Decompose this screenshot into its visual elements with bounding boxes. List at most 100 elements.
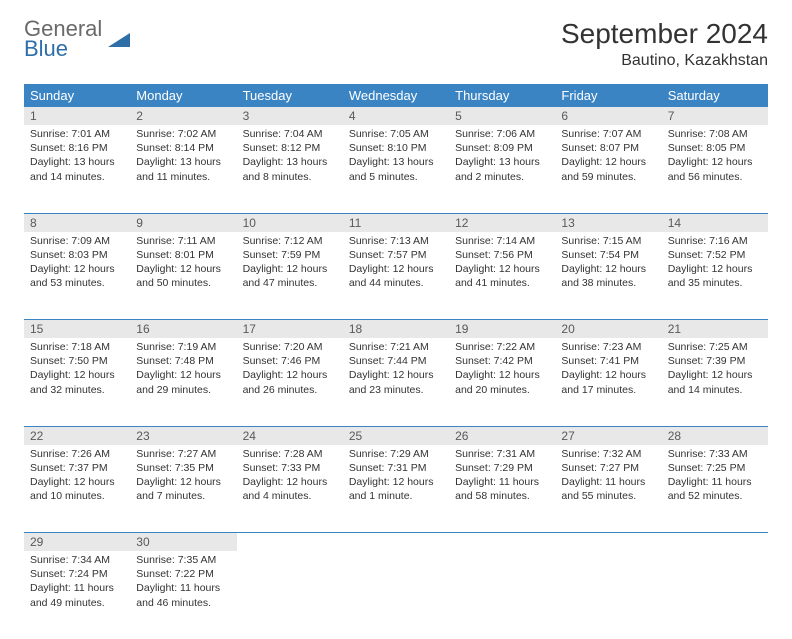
day-cell: Sunrise: 7:31 AMSunset: 7:29 PMDaylight:…	[449, 445, 555, 533]
day-number: 27	[555, 426, 661, 445]
day-line: and 26 minutes.	[243, 383, 337, 397]
day-line: Sunrise: 7:23 AM	[561, 340, 655, 354]
day-line: Daylight: 13 hours	[455, 155, 549, 169]
day-number: 15	[24, 320, 130, 339]
day-line: Sunrise: 7:13 AM	[349, 234, 443, 248]
brand-logo: General Blue	[24, 18, 130, 60]
day-line: Sunset: 8:12 PM	[243, 141, 337, 155]
day-cell: Sunrise: 7:29 AMSunset: 7:31 PMDaylight:…	[343, 445, 449, 533]
logo-blue: Blue	[24, 38, 102, 60]
day-number: 18	[343, 320, 449, 339]
day-line: Sunrise: 7:19 AM	[136, 340, 230, 354]
day-number: 25	[343, 426, 449, 445]
day-line: Sunrise: 7:02 AM	[136, 127, 230, 141]
day-line: Sunset: 8:01 PM	[136, 248, 230, 262]
day-line: Daylight: 12 hours	[455, 368, 549, 382]
content-row: Sunrise: 7:09 AMSunset: 8:03 PMDaylight:…	[24, 232, 768, 320]
day-cell: Sunrise: 7:19 AMSunset: 7:48 PMDaylight:…	[130, 338, 236, 426]
day-cell: Sunrise: 7:04 AMSunset: 8:12 PMDaylight:…	[237, 125, 343, 213]
day-line: Sunrise: 7:32 AM	[561, 447, 655, 461]
day-line: Daylight: 12 hours	[668, 368, 762, 382]
day-line: Daylight: 11 hours	[30, 581, 124, 595]
day-line: Sunrise: 7:22 AM	[455, 340, 549, 354]
day-line: Sunset: 7:29 PM	[455, 461, 549, 475]
day-line: Sunrise: 7:34 AM	[30, 553, 124, 567]
location-label: Bautino, Kazakhstan	[561, 52, 768, 70]
day-line: Daylight: 12 hours	[561, 262, 655, 276]
day-line: Daylight: 12 hours	[243, 368, 337, 382]
day-line: Sunrise: 7:35 AM	[136, 553, 230, 567]
day-line: Sunset: 7:59 PM	[243, 248, 337, 262]
day-header: Friday	[555, 84, 661, 107]
day-number: 22	[24, 426, 130, 445]
day-cell: Sunrise: 7:22 AMSunset: 7:42 PMDaylight:…	[449, 338, 555, 426]
day-cell	[662, 551, 768, 639]
day-number: 29	[24, 533, 130, 552]
day-cell: Sunrise: 7:13 AMSunset: 7:57 PMDaylight:…	[343, 232, 449, 320]
calendar-table: SundayMondayTuesdayWednesdayThursdayFrid…	[24, 84, 768, 639]
day-line: and 46 minutes.	[136, 596, 230, 610]
day-cell: Sunrise: 7:11 AMSunset: 8:01 PMDaylight:…	[130, 232, 236, 320]
day-line: and 8 minutes.	[243, 170, 337, 184]
day-line: Sunrise: 7:12 AM	[243, 234, 337, 248]
day-line: and 35 minutes.	[668, 276, 762, 290]
day-line: Daylight: 12 hours	[349, 368, 443, 382]
day-cell: Sunrise: 7:12 AMSunset: 7:59 PMDaylight:…	[237, 232, 343, 320]
day-line: Sunrise: 7:11 AM	[136, 234, 230, 248]
day-line: Sunset: 7:42 PM	[455, 354, 549, 368]
day-number: 3	[237, 107, 343, 125]
daynum-row: 1234567	[24, 107, 768, 125]
day-cell: Sunrise: 7:23 AMSunset: 7:41 PMDaylight:…	[555, 338, 661, 426]
day-number	[555, 533, 661, 552]
day-line: Sunset: 7:44 PM	[349, 354, 443, 368]
day-line: Daylight: 11 hours	[561, 475, 655, 489]
day-line: Sunrise: 7:33 AM	[668, 447, 762, 461]
day-number: 9	[130, 213, 236, 232]
day-line: and 7 minutes.	[136, 489, 230, 503]
day-line: Daylight: 12 hours	[243, 262, 337, 276]
day-line: Daylight: 12 hours	[136, 475, 230, 489]
day-line: Sunrise: 7:07 AM	[561, 127, 655, 141]
day-line: and 29 minutes.	[136, 383, 230, 397]
day-line: Sunrise: 7:01 AM	[30, 127, 124, 141]
day-line: Sunrise: 7:08 AM	[668, 127, 762, 141]
day-line: Daylight: 13 hours	[243, 155, 337, 169]
day-line: and 4 minutes.	[243, 489, 337, 503]
day-line: Sunset: 7:54 PM	[561, 248, 655, 262]
day-line: and 47 minutes.	[243, 276, 337, 290]
day-line: and 23 minutes.	[349, 383, 443, 397]
day-line: Sunrise: 7:09 AM	[30, 234, 124, 248]
day-line: Daylight: 11 hours	[668, 475, 762, 489]
day-line: Daylight: 12 hours	[561, 368, 655, 382]
day-line: Sunset: 8:10 PM	[349, 141, 443, 155]
day-number: 10	[237, 213, 343, 232]
content-row: Sunrise: 7:18 AMSunset: 7:50 PMDaylight:…	[24, 338, 768, 426]
day-number: 5	[449, 107, 555, 125]
day-line: Sunset: 7:39 PM	[668, 354, 762, 368]
day-line: Sunset: 7:31 PM	[349, 461, 443, 475]
day-number: 20	[555, 320, 661, 339]
day-line: Daylight: 12 hours	[455, 262, 549, 276]
day-number: 14	[662, 213, 768, 232]
day-cell: Sunrise: 7:05 AMSunset: 8:10 PMDaylight:…	[343, 125, 449, 213]
day-line: and 50 minutes.	[136, 276, 230, 290]
day-line: Sunrise: 7:15 AM	[561, 234, 655, 248]
day-line: and 44 minutes.	[349, 276, 443, 290]
day-line: Daylight: 11 hours	[455, 475, 549, 489]
page-header: General Blue September 2024 Bautino, Kaz…	[24, 18, 768, 70]
day-line: and 56 minutes.	[668, 170, 762, 184]
day-line: Sunset: 7:37 PM	[30, 461, 124, 475]
day-line: Daylight: 13 hours	[136, 155, 230, 169]
day-line: Sunrise: 7:25 AM	[668, 340, 762, 354]
day-cell: Sunrise: 7:20 AMSunset: 7:46 PMDaylight:…	[237, 338, 343, 426]
day-number: 19	[449, 320, 555, 339]
day-header: Sunday	[24, 84, 130, 107]
day-cell	[449, 551, 555, 639]
day-cell: Sunrise: 7:26 AMSunset: 7:37 PMDaylight:…	[24, 445, 130, 533]
sail-icon	[108, 33, 130, 47]
day-line: Sunset: 7:56 PM	[455, 248, 549, 262]
day-line: Daylight: 11 hours	[136, 581, 230, 595]
day-line: and 10 minutes.	[30, 489, 124, 503]
day-line: and 2 minutes.	[455, 170, 549, 184]
day-line: and 38 minutes.	[561, 276, 655, 290]
